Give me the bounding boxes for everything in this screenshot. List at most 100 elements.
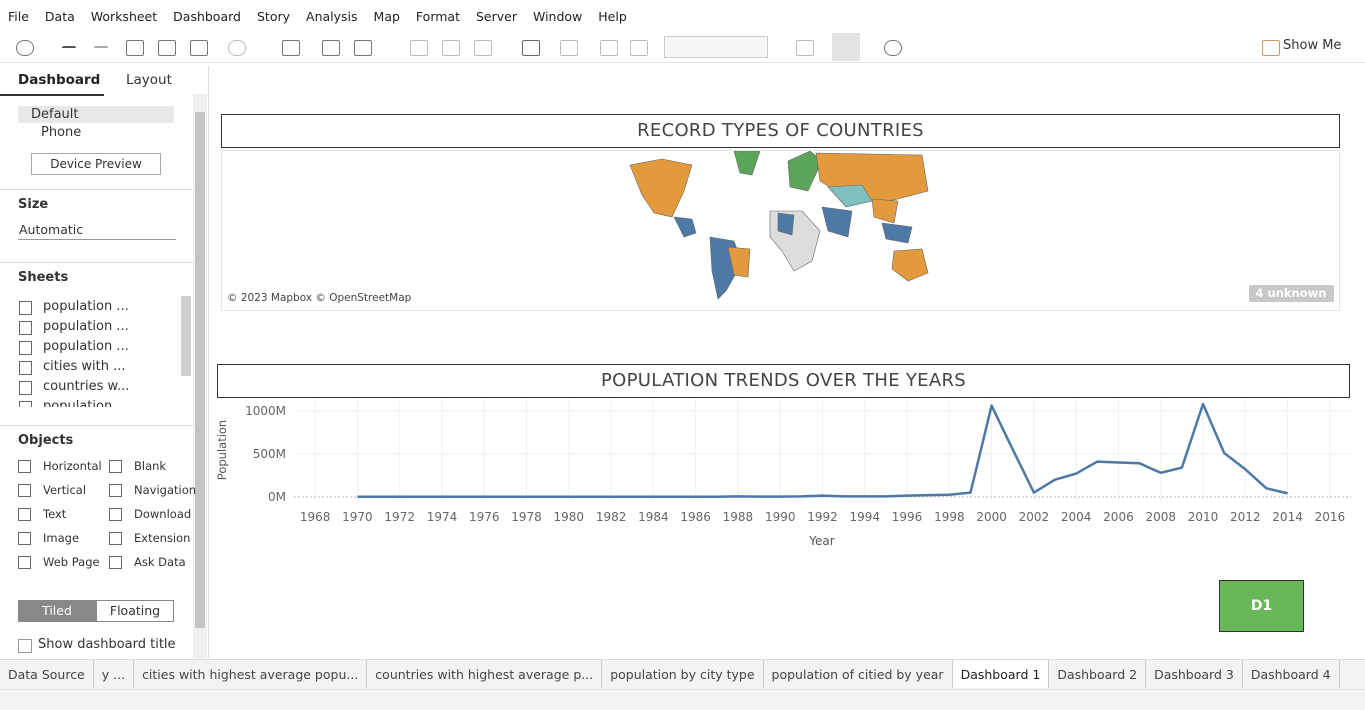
sheet-item[interactable]: population ... bbox=[43, 299, 129, 314]
object-item[interactable]: Text bbox=[43, 507, 67, 521]
presentation-mode[interactable] bbox=[832, 33, 860, 61]
menu-item[interactable]: Worksheet bbox=[90, 8, 158, 24]
floating-button[interactable]: Floating bbox=[96, 600, 174, 622]
sheet-tab[interactable]: population of citied by year bbox=[764, 660, 953, 688]
device-option[interactable]: Default bbox=[31, 107, 79, 122]
region bbox=[777, 212, 795, 236]
object-item[interactable]: Download bbox=[134, 507, 192, 521]
sheet-scroll-thumb[interactable] bbox=[181, 296, 191, 376]
object-item[interactable]: Ask Data bbox=[134, 555, 186, 569]
clear[interactable] bbox=[354, 40, 372, 56]
menu-item[interactable]: Map bbox=[373, 8, 400, 24]
region bbox=[727, 246, 751, 278]
object-item[interactable]: Web Page bbox=[43, 555, 100, 569]
menu-item[interactable]: Window bbox=[532, 8, 583, 24]
region bbox=[821, 206, 853, 238]
tab[interactable]: Layout bbox=[126, 72, 172, 88]
undo[interactable] bbox=[62, 46, 76, 62]
object-item[interactable]: Blank bbox=[134, 459, 167, 473]
x-tick-label: 1990 bbox=[765, 510, 796, 524]
menu-item[interactable]: Analysis bbox=[306, 8, 358, 24]
menu-item[interactable]: Help bbox=[598, 8, 627, 24]
tiled-button[interactable]: Tiled bbox=[18, 600, 96, 622]
highlight[interactable] bbox=[522, 40, 540, 56]
sheet-tab[interactable]: Dashboard 1 bbox=[952, 660, 1050, 688]
map-attribution: © 2023 Mapbox © OpenStreetMap bbox=[227, 292, 412, 304]
menu-item[interactable]: Format bbox=[415, 8, 460, 24]
fit-dropdown[interactable] bbox=[664, 36, 768, 58]
d1-button[interactable]: D1 bbox=[1219, 580, 1304, 632]
unknown-badge[interactable]: 4 unknown bbox=[1256, 286, 1327, 300]
x-tick-label: 1968 bbox=[300, 510, 331, 524]
toolbar: Show Me bbox=[0, 32, 1365, 63]
sheet-item[interactable]: population ... bbox=[43, 339, 129, 354]
redo[interactable] bbox=[94, 46, 108, 62]
object-item[interactable]: Navigation bbox=[134, 483, 197, 497]
selected-row bbox=[18, 106, 174, 123]
menu-item[interactable]: Server bbox=[475, 8, 517, 24]
region bbox=[787, 150, 823, 192]
sort-asc[interactable] bbox=[442, 40, 460, 56]
sheet-icon bbox=[19, 401, 32, 407]
section-title: Size bbox=[18, 197, 49, 212]
object-icon bbox=[109, 508, 122, 521]
fix-axes[interactable] bbox=[630, 40, 648, 56]
sheet-icon bbox=[19, 301, 32, 315]
swap[interactable] bbox=[410, 40, 428, 56]
sheet-tab[interactable]: Data Source bbox=[0, 660, 94, 688]
pause[interactable] bbox=[190, 40, 208, 56]
show-me[interactable]: Show Me bbox=[1283, 38, 1342, 53]
sort-desc[interactable] bbox=[474, 40, 492, 56]
tab[interactable]: Dashboard bbox=[18, 72, 101, 88]
object-item[interactable]: Horizontal bbox=[43, 459, 102, 473]
region bbox=[891, 248, 929, 282]
refresh[interactable] bbox=[228, 40, 246, 56]
size-dropdown[interactable]: Automatic bbox=[19, 222, 84, 237]
y-axis-label: Population bbox=[217, 420, 229, 480]
checkbox[interactable] bbox=[18, 639, 32, 653]
x-tick-label: 1972 bbox=[384, 510, 415, 524]
sheet-tab[interactable]: Dashboard 4 bbox=[1243, 660, 1340, 688]
duplicate[interactable] bbox=[322, 40, 340, 56]
menu-item[interactable]: File bbox=[8, 8, 29, 24]
sheet-tab[interactable]: population by city type bbox=[602, 660, 764, 688]
scroll-thumb[interactable] bbox=[195, 112, 205, 628]
group[interactable] bbox=[560, 40, 578, 56]
y-tick-label: 1000M bbox=[245, 404, 286, 418]
sheet-item[interactable]: population bbox=[43, 399, 113, 407]
region bbox=[769, 210, 821, 272]
sheet-tab[interactable]: Dashboard 2 bbox=[1049, 660, 1147, 688]
object-item[interactable]: Vertical bbox=[43, 483, 87, 497]
sheet-item[interactable]: population ... bbox=[43, 319, 129, 334]
sheet-icon bbox=[19, 341, 32, 355]
share[interactable] bbox=[884, 40, 902, 56]
x-axis-label: Year bbox=[808, 534, 834, 548]
menu-item[interactable]: Data bbox=[44, 8, 75, 24]
menu-bar: File Data Worksheet Dashboard Story Analysis M… bbox=[0, 0, 1365, 32]
object-item[interactable]: Extension bbox=[134, 531, 191, 545]
save[interactable] bbox=[126, 40, 144, 56]
sheet-tab[interactable]: Dashboard 3 bbox=[1146, 660, 1243, 688]
new-datasource[interactable] bbox=[158, 40, 176, 56]
checkbox-label[interactable]: Show dashboard title bbox=[38, 637, 176, 652]
unknown-badge-bg[interactable] bbox=[1249, 285, 1334, 302]
device-preview-button[interactable]: Device Preview bbox=[31, 153, 161, 175]
device-option[interactable]: Phone bbox=[41, 125, 82, 140]
sheet-item[interactable]: countries w... bbox=[43, 379, 130, 394]
map-frame: © 2023 Mapbox © OpenStreetMap 4 unknown bbox=[221, 150, 1340, 311]
sheet-item[interactable]: cities with ... bbox=[43, 359, 126, 374]
x-tick-label: 2002 bbox=[1019, 510, 1050, 524]
menu-item[interactable]: Dashboard bbox=[173, 8, 241, 24]
line-chart: Population Year 1968 1970 1972 1974 1976 1978… bbox=[217, 398, 1351, 548]
new-sheet[interactable] bbox=[282, 40, 300, 56]
sheet-tab[interactable]: cities with highest average popu... bbox=[134, 660, 368, 688]
sheet-tab[interactable]: countries with highest average p... bbox=[367, 660, 603, 688]
sheet-tab[interactable]: y ... bbox=[94, 660, 135, 688]
region bbox=[629, 158, 693, 218]
menu-item[interactable]: Story bbox=[256, 8, 291, 24]
labels[interactable] bbox=[600, 40, 618, 56]
object-item[interactable]: Image bbox=[43, 531, 80, 545]
show-cards[interactable] bbox=[796, 40, 814, 56]
left-panel: Dashboard Layout Default Phone Device Pr… bbox=[0, 66, 209, 658]
x-tick-label: 1970 bbox=[342, 510, 373, 524]
